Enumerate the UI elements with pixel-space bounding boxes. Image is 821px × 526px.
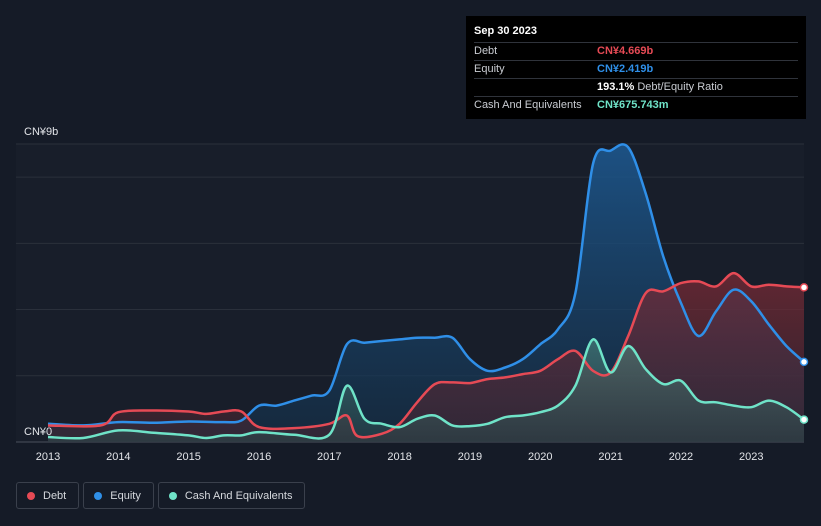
legend: Debt Equity Cash And Equivalents xyxy=(16,482,306,509)
x-axis-ticks: 2013 2014 2015 2016 2017 2018 2019 2020 2021 2022… xyxy=(36,451,764,463)
tooltip-label: Cash And Equivalents xyxy=(474,99,582,111)
tooltip-row-cash: Cash And Equivalents CN¥675.743m xyxy=(474,96,798,114)
tooltip-row-debt: Debt CN¥4.669b xyxy=(474,42,798,60)
legend-item-equity[interactable]: Equity xyxy=(83,482,154,509)
legend-label: Equity xyxy=(110,489,141,502)
x-tick-label: 2013 xyxy=(36,451,60,463)
tooltip-label: Debt xyxy=(474,45,498,57)
tooltip-ratio-suffix: Debt/Equity Ratio xyxy=(637,81,723,93)
x-tick-label: 2021 xyxy=(598,451,622,463)
x-tick-label: 2023 xyxy=(739,451,763,463)
tooltip-row-equity: Equity CN¥2.419b xyxy=(474,60,798,78)
legend-dot-icon xyxy=(94,491,103,500)
tooltip-value: CN¥2.419b xyxy=(597,63,654,75)
x-tick-label: 2020 xyxy=(528,451,552,463)
series-end-markers xyxy=(799,283,809,424)
y-axis-top-label: CN¥9b xyxy=(24,126,58,138)
y-axis-bottom-label: CN¥0 xyxy=(24,426,52,438)
series-lines xyxy=(47,143,805,440)
cash-and-equivalents-line xyxy=(47,338,805,440)
x-tick-label: 2015 xyxy=(176,451,200,463)
tooltip-label xyxy=(474,79,597,96)
tooltip-label: Equity xyxy=(474,63,505,75)
legend-label: Debt xyxy=(43,489,67,502)
tooltip-panel: Sep 30 2023 Debt CN¥4.669b Equity CN¥2.4… xyxy=(466,16,806,119)
x-tick-label: 2016 xyxy=(247,451,271,463)
legend-item-cash[interactable]: Cash And Equivalents xyxy=(157,482,306,509)
legend-dot-icon xyxy=(168,491,177,500)
legend-item-debt[interactable]: Debt xyxy=(16,482,80,509)
tooltip-value: CN¥4.669b xyxy=(597,45,654,57)
tooltip-date: Sep 30 2023 xyxy=(474,25,537,37)
tooltip-value: CN¥675.743m xyxy=(597,99,669,111)
debt-end-marker xyxy=(799,283,809,292)
tooltip-row-ratio: 193.1% Debt/Equity Ratio xyxy=(474,78,798,96)
cash-and-equivalents-area xyxy=(48,339,804,442)
debt-line xyxy=(47,271,805,439)
legend-label: Cash And Equivalents xyxy=(184,489,293,502)
x-tick-label: 2018 xyxy=(387,451,411,463)
equity-line xyxy=(47,143,805,427)
tooltip-value: 193.1% xyxy=(597,81,635,93)
x-tick-label: 2017 xyxy=(317,451,341,463)
x-tick-label: 2014 xyxy=(106,451,130,463)
x-tick-label: 2019 xyxy=(458,451,482,463)
equity-end-marker xyxy=(799,357,809,367)
legend-dot-icon xyxy=(27,491,35,500)
x-tick-label: 2022 xyxy=(669,451,693,463)
cash-and-equivalents-end-marker xyxy=(799,415,809,424)
